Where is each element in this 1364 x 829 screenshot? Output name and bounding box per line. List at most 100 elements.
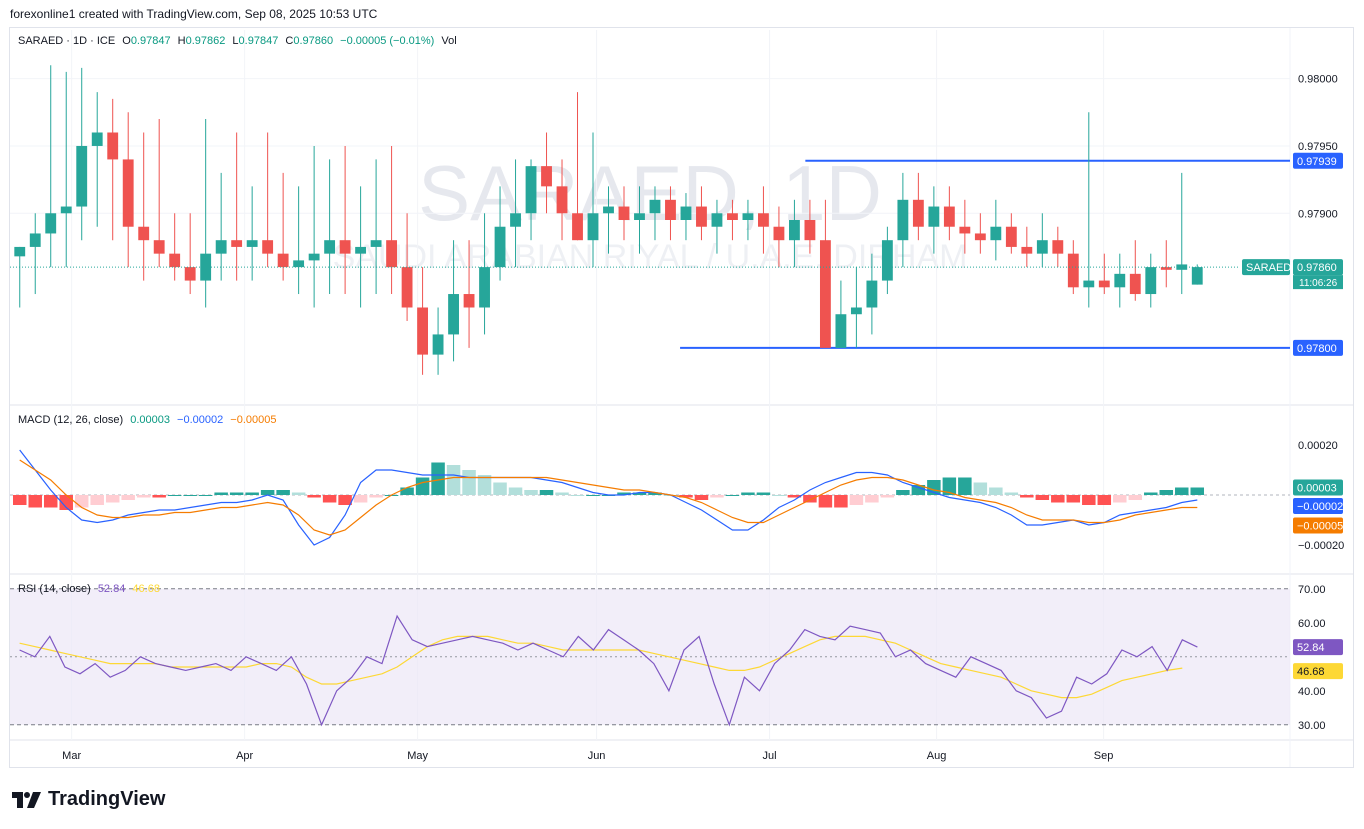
time-axis-label: Aug — [927, 750, 947, 762]
macd-histogram-bar — [136, 495, 151, 498]
time-axis-label: May — [407, 750, 428, 762]
candle-body — [60, 206, 72, 214]
time-axis-label: Jul — [763, 750, 777, 762]
macd-histogram-bar — [400, 487, 414, 495]
signal-value-tag: −0.00005 — [1297, 521, 1343, 533]
candle-body — [587, 213, 599, 241]
macd-histogram-bar — [1020, 495, 1034, 498]
candle-body — [804, 220, 816, 241]
symbol-tag-bg — [1242, 259, 1290, 276]
horizontal-levels[interactable] — [680, 159, 1290, 349]
signal-value-tag-bg — [1293, 517, 1343, 534]
candle-body — [928, 206, 940, 227]
macd-histogram-bar — [13, 495, 27, 505]
tradingview-brand[interactable]: TradingView — [12, 788, 165, 811]
macd-histogram-bar — [1113, 495, 1127, 503]
legend-open: 0.97847 — [130, 35, 171, 47]
chart-frame — [9, 27, 1354, 768]
candle-body — [696, 206, 707, 227]
symbol-tag: SARAED — [1246, 262, 1291, 274]
ohlc-legend[interactable]: SARAED · 1D · ICE O0.97847 H0.97862 L0.9… — [18, 35, 461, 47]
candle-body — [897, 199, 909, 241]
macd-histogram-bar — [446, 465, 461, 495]
macd-histogram-bar — [679, 495, 693, 498]
candle-body — [711, 213, 723, 227]
candle-body — [91, 132, 103, 146]
candle-body — [14, 246, 26, 257]
candle-body — [742, 213, 754, 220]
candle-body — [76, 145, 88, 207]
candle-body — [339, 240, 351, 254]
macd-histogram-bar — [214, 492, 228, 495]
level-price-tag: 0.97939 — [1297, 156, 1337, 168]
rsi-legend[interactable]: RSI (14, close) 52.84 46.68 — [18, 583, 164, 595]
candle-body — [665, 199, 676, 220]
candle-body — [122, 159, 134, 227]
macd-histogram-bar — [570, 495, 585, 496]
macd-histogram-bar — [121, 495, 135, 500]
macd-histogram-bar — [307, 495, 321, 498]
macd-histogram-bar — [1144, 492, 1158, 495]
macd-histogram-bar — [1159, 490, 1174, 495]
macd-histogram-bar — [167, 495, 182, 496]
macd-histogram-bar — [322, 495, 337, 503]
candle-body — [1005, 226, 1017, 247]
macd-histogram-bar — [741, 492, 755, 495]
macd-legend-signal: −0.00005 — [230, 414, 277, 426]
candle-body — [432, 334, 444, 355]
macd-histogram-bar — [818, 495, 833, 508]
candle-body — [819, 240, 831, 348]
candle-body — [618, 206, 630, 220]
macd-histogram-bar — [1004, 492, 1019, 495]
legend-low: 0.97847 — [238, 35, 279, 47]
macd-legend[interactable]: MACD (12, 26, close) 0.00003 −0.00002 −0… — [18, 414, 280, 426]
candle-body — [990, 226, 1002, 241]
legend-change: −0.00005 (−0.01%) — [340, 35, 435, 47]
macd-histogram-bar — [896, 490, 910, 495]
candle-body — [1145, 267, 1157, 295]
candle-body — [463, 294, 475, 308]
candle-body — [138, 226, 150, 241]
watermark-description: SAUDI ARABIAN RIYAL / U.A.E. DIRHAM — [333, 238, 968, 276]
candle-body — [184, 267, 196, 281]
macd-value-tag: −0.00002 — [1297, 501, 1343, 513]
macd-histogram-bar — [1066, 495, 1081, 503]
level-price-tag-bg — [1293, 152, 1343, 169]
candle-body — [556, 186, 568, 214]
rsi-value-tag: 52.84 — [1297, 642, 1325, 654]
candle-body — [758, 213, 769, 227]
candle-body — [1191, 267, 1203, 285]
macd-value-tag-bg — [1293, 498, 1343, 514]
rsi-axis-label: 40.00 — [1298, 686, 1326, 698]
candle-body — [1021, 246, 1033, 254]
time-axis-label: Jun — [588, 750, 606, 762]
candle-body — [510, 213, 521, 227]
macd-histogram-bar — [462, 470, 476, 495]
legend-symbol: SARAED · 1D · ICE — [18, 35, 116, 47]
macd-legend-macd: −0.00002 — [177, 414, 224, 426]
candle-body — [649, 199, 661, 214]
macd-histogram-bar — [787, 495, 802, 498]
candle-body — [1160, 267, 1172, 270]
macd-histogram-bar — [183, 495, 197, 496]
candle-body — [835, 314, 847, 348]
rsi-value-tag-bg — [1293, 639, 1343, 656]
candle-body — [1129, 273, 1141, 295]
macd-axis-label: 0.00020 — [1298, 440, 1338, 452]
rsi-ma-tag-bg — [1293, 663, 1343, 680]
macd-histogram-bar — [1175, 487, 1189, 495]
macd-histogram-bar — [415, 477, 430, 495]
price-tags: 0.97939 0.97800 0.97860 11:06:26 SARAED 0.000… — [1242, 152, 1343, 680]
macd-histogram-bar — [90, 495, 104, 505]
macd-histogram-bar — [1035, 495, 1050, 500]
macd-histogram-bar — [291, 492, 306, 495]
candle-body — [448, 294, 459, 335]
candle-body — [881, 240, 893, 281]
macd-histogram-bar — [849, 495, 864, 505]
rsi-legend-name: RSI (14, close) — [18, 583, 91, 595]
legend-high: 0.97862 — [185, 35, 226, 47]
candle-body — [1083, 280, 1095, 288]
candle-body — [417, 307, 429, 355]
macd-histogram-bar — [880, 495, 895, 498]
